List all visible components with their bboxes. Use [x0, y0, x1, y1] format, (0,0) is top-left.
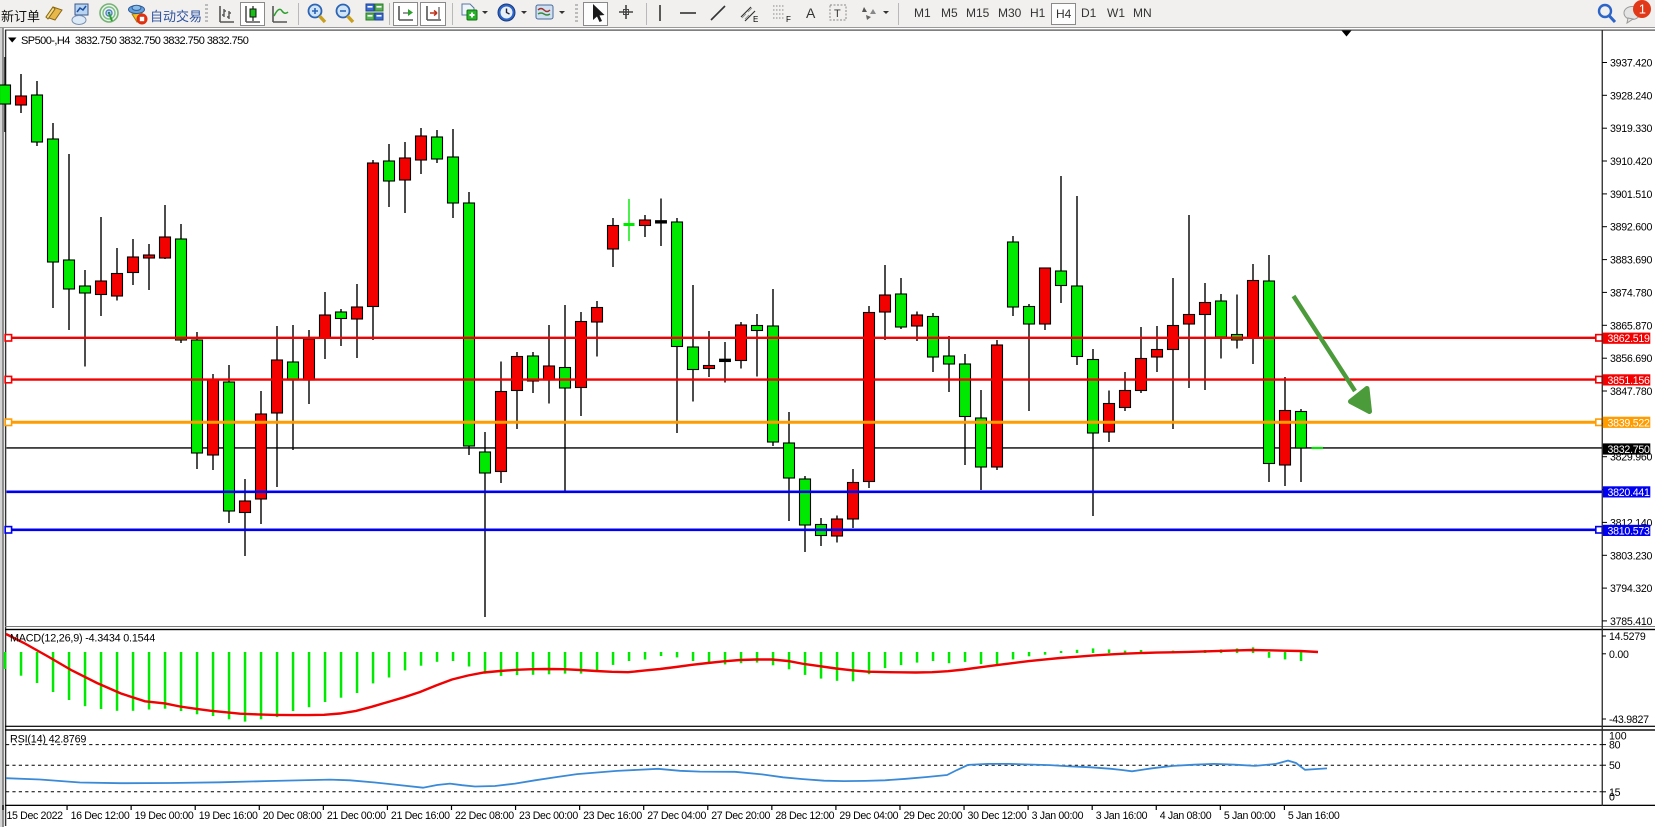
svg-text:3851.156: 3851.156 — [1608, 375, 1651, 387]
svg-text:50: 50 — [1609, 760, 1621, 772]
svg-text:3829.960: 3829.960 — [1610, 452, 1653, 464]
svg-text:23 Dec 16:00: 23 Dec 16:00 — [583, 810, 642, 822]
svg-text:15: 15 — [1609, 787, 1621, 799]
svg-text:29 Dec 04:00: 29 Dec 04:00 — [839, 810, 898, 822]
svg-text:3892.600: 3892.600 — [1610, 222, 1653, 234]
svg-text:3865.870: 3865.870 — [1610, 320, 1653, 332]
svg-text:23 Dec 00:00: 23 Dec 00:00 — [519, 810, 578, 822]
svg-text:3862.519: 3862.519 — [1608, 333, 1651, 345]
svg-text:30 Dec 12:00: 30 Dec 12:00 — [968, 810, 1027, 822]
svg-text:3856.690: 3856.690 — [1610, 353, 1653, 365]
svg-text:19 Dec 00:00: 19 Dec 00:00 — [135, 810, 194, 822]
svg-text:29 Dec 20:00: 29 Dec 20:00 — [903, 810, 962, 822]
svg-text:15 Dec 2022: 15 Dec 2022 — [7, 810, 64, 822]
svg-text:E: E — [753, 15, 758, 24]
svg-text:27 Dec 04:00: 27 Dec 04:00 — [647, 810, 706, 822]
svg-text:27 Dec 20:00: 27 Dec 20:00 — [711, 810, 770, 822]
svg-text:5 Jan 00:00: 5 Jan 00:00 — [1224, 810, 1276, 822]
svg-text:3785.410: 3785.410 — [1610, 616, 1653, 628]
svg-text:3832.750: 3832.750 — [1608, 444, 1651, 456]
svg-text:T: T — [834, 8, 841, 20]
svg-text:3 Jan 00:00: 3 Jan 00:00 — [1032, 810, 1084, 822]
svg-text:3839.522: 3839.522 — [1608, 417, 1651, 429]
svg-text:16 Dec 12:00: 16 Dec 12:00 — [71, 810, 130, 822]
svg-text:3910.420: 3910.420 — [1610, 156, 1653, 168]
svg-text:4 Jan 08:00: 4 Jan 08:00 — [1160, 810, 1212, 822]
svg-text:22 Dec 08:00: 22 Dec 08:00 — [455, 810, 514, 822]
svg-text:A: A — [806, 5, 816, 21]
svg-text:SP500-,H4 3832.750 3832.750 3: SP500-,H4 3832.750 3832.750 3832.750 383… — [21, 35, 249, 47]
svg-text:3810.573: 3810.573 — [1608, 525, 1651, 537]
svg-text:3820.441: 3820.441 — [1608, 487, 1651, 499]
svg-text:3937.420: 3937.420 — [1610, 58, 1653, 70]
svg-text:80: 80 — [1609, 740, 1621, 752]
svg-text:5 Jan 16:00: 5 Jan 16:00 — [1288, 810, 1340, 822]
svg-text:3883.690: 3883.690 — [1610, 255, 1653, 267]
svg-text:0: 0 — [1609, 792, 1615, 804]
svg-text:-43.9827: -43.9827 — [1609, 714, 1649, 726]
svg-text:3919.330: 3919.330 — [1610, 123, 1653, 135]
svg-text:100: 100 — [1609, 731, 1627, 743]
svg-text:20 Dec 08:00: 20 Dec 08:00 — [263, 810, 322, 822]
svg-text:28 Dec 12:00: 28 Dec 12:00 — [775, 810, 834, 822]
svg-text:3 Jan 16:00: 3 Jan 16:00 — [1096, 810, 1148, 822]
svg-text:3874.780: 3874.780 — [1610, 287, 1653, 299]
svg-text:21 Dec 00:00: 21 Dec 00:00 — [327, 810, 386, 822]
svg-text:0.00: 0.00 — [1609, 649, 1629, 661]
svg-text:21 Dec 16:00: 21 Dec 16:00 — [391, 810, 450, 822]
svg-text:F: F — [786, 15, 791, 24]
svg-text:1: 1 — [1639, 2, 1646, 17]
svg-text:3803.230: 3803.230 — [1610, 550, 1653, 562]
svg-text:3928.240: 3928.240 — [1610, 90, 1653, 102]
svg-text:3847.780: 3847.780 — [1610, 386, 1653, 398]
svg-text:MACD(12,26,9) -4.3434 0.1544: MACD(12,26,9) -4.3434 0.1544 — [10, 633, 155, 645]
svg-text:3901.510: 3901.510 — [1610, 189, 1653, 201]
svg-text:3794.320: 3794.320 — [1610, 583, 1653, 595]
svg-text:14.5279: 14.5279 — [1609, 631, 1646, 643]
svg-text:RSI(14) 42.8769: RSI(14) 42.8769 — [10, 734, 86, 746]
svg-text:19 Dec 16:00: 19 Dec 16:00 — [199, 810, 258, 822]
